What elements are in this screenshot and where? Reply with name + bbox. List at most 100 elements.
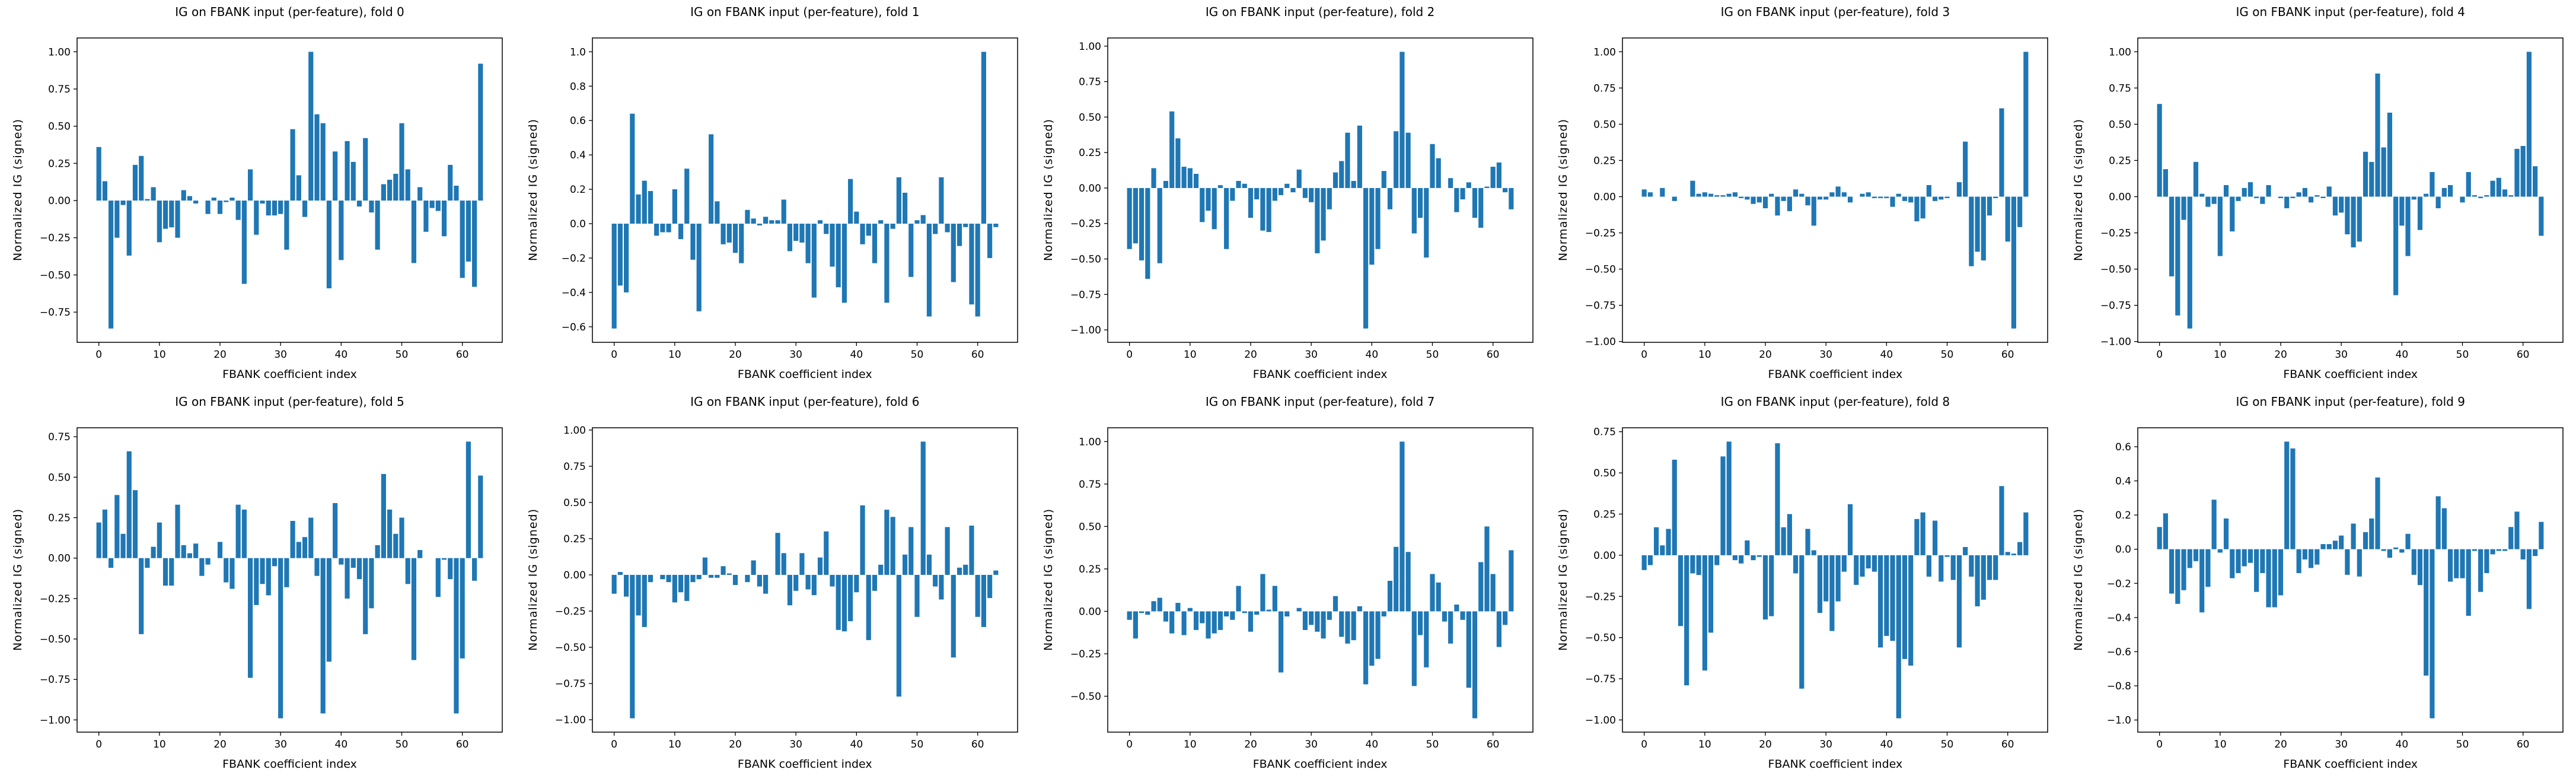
bar (96, 147, 101, 201)
bar (2418, 196, 2423, 230)
bar (272, 201, 278, 216)
bar (726, 223, 732, 243)
bar (2424, 193, 2429, 197)
y-tick-label: −1.00 (1585, 714, 1616, 726)
y-tick-label: 0.75 (48, 84, 71, 96)
x-tick-label: 30 (2335, 349, 2348, 361)
bar (193, 543, 199, 558)
bar (1920, 196, 1926, 219)
subplot-fold-8: IG on FBANK input (per-feature), fold 8 … (1545, 390, 2060, 779)
y-tick-label: 0.00 (563, 569, 586, 581)
bar (1157, 187, 1162, 263)
plot-border (1622, 427, 2049, 733)
plot-area: 1.00 0.75 0.50 0.25 0.00 −0.25 −0.50 −0.75 0 10 20… (40, 37, 503, 361)
bar (132, 489, 138, 558)
bar (2472, 195, 2478, 197)
bar (1993, 555, 1998, 580)
bar (1860, 555, 1865, 577)
bar (1842, 555, 1847, 572)
bar (2326, 543, 2332, 549)
y-tick-label: 0.2 (2115, 510, 2131, 522)
bar (1939, 555, 1944, 581)
bar (1987, 555, 1992, 580)
bar (1127, 611, 1132, 620)
bar (109, 558, 114, 568)
bar (1387, 187, 1392, 209)
bar (653, 223, 659, 236)
chart-title: IG on FBANK input (per-feature), fold 2 (1205, 5, 1435, 19)
y-tick-label: −0.4 (562, 287, 586, 299)
bar (2309, 196, 2314, 203)
bar (1775, 196, 1780, 216)
y-tick-label: 0.00 (1594, 191, 1617, 203)
bar (2254, 196, 2259, 198)
bar (2296, 549, 2301, 573)
y-tick-label: 0.00 (1594, 549, 1617, 561)
x-tick-label: 60 (2517, 349, 2530, 361)
bar (2478, 196, 2483, 198)
bar (1690, 555, 1695, 573)
bar (1169, 611, 1174, 634)
bar (1890, 196, 1896, 207)
bar (363, 138, 368, 201)
bar (1914, 519, 1920, 555)
bar (1957, 555, 1962, 647)
bar (2381, 549, 2386, 551)
y-tick-label: −0.75 (1585, 673, 1616, 685)
bar (2199, 549, 2205, 612)
bar (1648, 555, 1653, 565)
bar (302, 201, 308, 217)
bar (1933, 520, 1938, 555)
bar (2175, 549, 2180, 604)
bar (2017, 542, 2023, 555)
bar (1278, 611, 1283, 672)
bar (1248, 187, 1253, 218)
bar (120, 533, 126, 558)
bar (811, 223, 817, 298)
bar (1496, 162, 1501, 188)
x-tick-label: 30 (789, 349, 802, 361)
bar (945, 223, 950, 233)
bar (781, 552, 786, 575)
bar (205, 201, 211, 214)
bar (1835, 186, 1841, 197)
bar (1969, 196, 1974, 266)
bar (2320, 196, 2326, 198)
bar (1302, 187, 1308, 198)
x-tick-label: 60 (2001, 739, 2014, 751)
x-tick-label: 60 (2517, 739, 2530, 751)
bar (957, 567, 962, 575)
bar (2284, 441, 2290, 549)
bar (1902, 555, 1908, 659)
bar (1763, 196, 1768, 209)
bar (1902, 196, 1908, 201)
x-tick-label: 60 (456, 739, 469, 751)
bar (1908, 555, 1914, 666)
subplot-fold-5: IG on FBANK input (per-feature), fold 5 … (0, 390, 515, 779)
bar (884, 223, 890, 303)
x-tick-label: 10 (1698, 349, 1711, 361)
x-tick-label: 60 (971, 739, 984, 751)
bar (1860, 193, 1865, 197)
y-tick-label: 1.0 (570, 46, 586, 58)
bar (908, 526, 914, 575)
plot-area: 0.75 0.50 0.25 0.00 −0.25 −0.50 −0.75 −1.00 0 10 2… (1585, 426, 2049, 751)
bar (1866, 555, 1872, 568)
bar (1344, 611, 1350, 644)
plot-border (592, 37, 1018, 343)
bar (2411, 549, 2417, 575)
bar (1284, 611, 1289, 616)
x-tick-label: 30 (1820, 739, 1833, 751)
bar (1212, 611, 1217, 634)
bar (2187, 549, 2193, 568)
bar (96, 522, 101, 558)
bar (1381, 171, 1386, 188)
y-tick-label: −0.50 (1585, 632, 1616, 644)
bar (2187, 196, 2193, 329)
chart-title: IG on FBANK input (per-feature), fold 5 (175, 394, 404, 409)
y-tick-label: −0.25 (1070, 218, 1101, 230)
bar (708, 574, 714, 578)
y-tick-label: 0.0 (2115, 543, 2131, 555)
bar (1666, 528, 1672, 555)
bar (732, 223, 738, 253)
